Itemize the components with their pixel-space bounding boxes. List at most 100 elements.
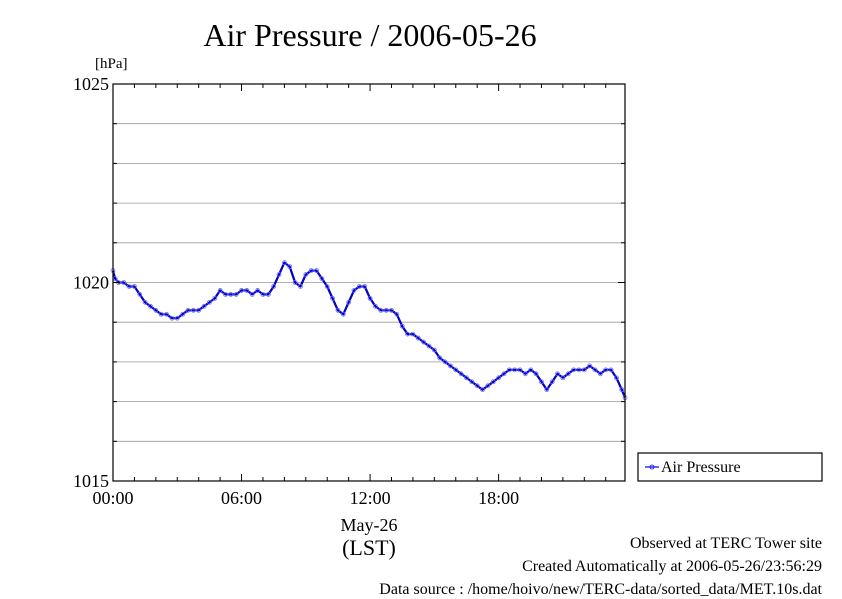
data-point bbox=[260, 292, 266, 297]
data-point bbox=[346, 299, 352, 305]
data-point bbox=[560, 375, 566, 381]
y-tick-label: 1015 bbox=[73, 471, 109, 491]
data-point bbox=[249, 292, 255, 297]
data-point bbox=[437, 355, 443, 361]
data-point bbox=[399, 323, 405, 329]
data-point bbox=[587, 363, 593, 369]
data-point bbox=[223, 292, 228, 297]
data-point bbox=[426, 343, 432, 349]
data-point bbox=[480, 387, 485, 393]
data-point bbox=[292, 280, 298, 285]
data-point bbox=[180, 311, 186, 317]
y-tick-label: 1025 bbox=[73, 74, 109, 94]
data-point bbox=[324, 284, 330, 289]
data-point bbox=[421, 339, 427, 345]
data-point bbox=[549, 379, 555, 385]
data-point bbox=[448, 363, 453, 369]
data-point bbox=[383, 307, 389, 313]
data-point bbox=[485, 383, 491, 389]
data-point bbox=[442, 359, 448, 365]
data-point bbox=[164, 311, 169, 317]
data-point bbox=[533, 371, 539, 377]
data-point bbox=[453, 367, 459, 373]
data-point bbox=[464, 375, 469, 381]
data-point bbox=[137, 292, 143, 297]
data-point bbox=[373, 303, 378, 309]
data-point bbox=[244, 288, 250, 293]
x-tick-label: 06:00 bbox=[221, 488, 262, 508]
data-point bbox=[281, 260, 287, 266]
y-axis-unit-label: [hPa] bbox=[95, 56, 128, 72]
data-point bbox=[158, 311, 164, 317]
data-point bbox=[185, 307, 191, 313]
data-point bbox=[298, 284, 303, 289]
observed-site-note: Observed at TERC Tower site bbox=[629, 535, 822, 552]
data-point bbox=[174, 315, 180, 321]
data-point bbox=[458, 371, 464, 377]
data-point bbox=[501, 371, 507, 377]
data-point bbox=[228, 292, 234, 297]
data-point bbox=[496, 375, 502, 381]
x-axis-date-label: May-26 bbox=[341, 515, 398, 535]
chart-title: Air Pressure / 2006-05-26 bbox=[203, 17, 536, 53]
data-point bbox=[212, 295, 218, 301]
data-point bbox=[592, 367, 598, 373]
data-point bbox=[276, 272, 282, 277]
data-point bbox=[506, 367, 512, 373]
data-point bbox=[330, 295, 335, 301]
data-point bbox=[367, 295, 373, 301]
data-point bbox=[571, 367, 576, 373]
data-source-note: Data source : /home/hoivo/new/TERC-data/… bbox=[379, 581, 822, 598]
data-point bbox=[148, 303, 153, 309]
x-axis-timezone-label: (LST) bbox=[342, 535, 396, 560]
created-timestamp-note: Created Automatically at 2006-05-26/23:5… bbox=[522, 558, 822, 575]
data-point bbox=[132, 284, 137, 289]
data-point bbox=[490, 379, 496, 385]
data-point bbox=[121, 280, 127, 285]
data-point bbox=[196, 307, 202, 313]
data-point bbox=[394, 311, 400, 317]
data-point bbox=[201, 303, 207, 309]
data-point bbox=[576, 367, 582, 373]
data-point bbox=[308, 268, 314, 273]
data-point bbox=[190, 307, 196, 313]
data-point bbox=[153, 307, 159, 313]
y-tick-label: 1020 bbox=[73, 273, 109, 293]
data-point bbox=[207, 299, 212, 305]
data-point bbox=[389, 307, 394, 313]
data-point bbox=[271, 284, 277, 289]
data-point bbox=[544, 387, 550, 393]
data-point bbox=[528, 367, 534, 373]
data-point bbox=[614, 375, 619, 381]
data-point bbox=[340, 311, 346, 317]
data-point bbox=[410, 331, 416, 337]
data-point bbox=[356, 284, 362, 289]
gridlines bbox=[113, 123, 625, 442]
x-tick-label: 12:00 bbox=[350, 488, 391, 508]
data-point bbox=[255, 288, 261, 293]
data-point bbox=[217, 288, 223, 293]
data-point bbox=[474, 383, 480, 389]
data-point bbox=[319, 276, 325, 281]
data-point bbox=[287, 264, 293, 270]
data-point bbox=[522, 371, 528, 377]
data-point bbox=[362, 284, 368, 289]
data-point bbox=[415, 335, 421, 341]
data-point bbox=[335, 307, 341, 313]
data-point bbox=[597, 371, 603, 377]
data-point bbox=[555, 371, 560, 377]
legend: Air Pressure bbox=[637, 452, 823, 482]
x-tick-label: 00:00 bbox=[92, 488, 133, 508]
data-point bbox=[233, 292, 239, 297]
series-line bbox=[112, 262, 626, 398]
legend-swatch-marker bbox=[649, 464, 655, 470]
data-point bbox=[517, 367, 523, 373]
data-point bbox=[581, 367, 587, 373]
data-point bbox=[512, 367, 518, 373]
x-tick-label: 18:00 bbox=[478, 488, 519, 508]
legend-label: Air Pressure bbox=[661, 459, 741, 476]
data-point bbox=[265, 292, 271, 297]
axes: 1015 1020 1025 00:00 06:00 12:00 18:00 bbox=[73, 74, 625, 508]
series-layer bbox=[110, 260, 628, 401]
data-point bbox=[142, 299, 148, 305]
